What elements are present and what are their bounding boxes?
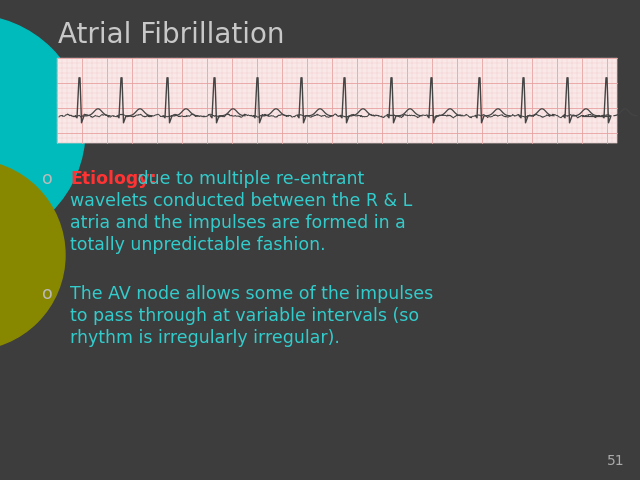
Text: o: o: [42, 170, 52, 188]
Text: totally unpredictable fashion.: totally unpredictable fashion.: [70, 236, 326, 254]
Text: atria and the impulses are formed in a: atria and the impulses are formed in a: [70, 214, 406, 232]
Circle shape: [0, 160, 65, 350]
Text: to pass through at variable intervals (so: to pass through at variable intervals (s…: [70, 307, 419, 325]
Circle shape: [0, 15, 85, 245]
Text: wavelets conducted between the R & L: wavelets conducted between the R & L: [70, 192, 412, 210]
Text: Etiology:: Etiology:: [70, 170, 157, 188]
Text: due to multiple re-entrant: due to multiple re-entrant: [132, 170, 364, 188]
Text: o: o: [42, 285, 52, 303]
Text: 51: 51: [607, 454, 625, 468]
FancyBboxPatch shape: [57, 58, 617, 143]
Text: Atrial Fibrillation: Atrial Fibrillation: [58, 21, 285, 49]
Text: rhythm is irregularly irregular).: rhythm is irregularly irregular).: [70, 329, 340, 347]
Text: The AV node allows some of the impulses: The AV node allows some of the impulses: [70, 285, 433, 303]
